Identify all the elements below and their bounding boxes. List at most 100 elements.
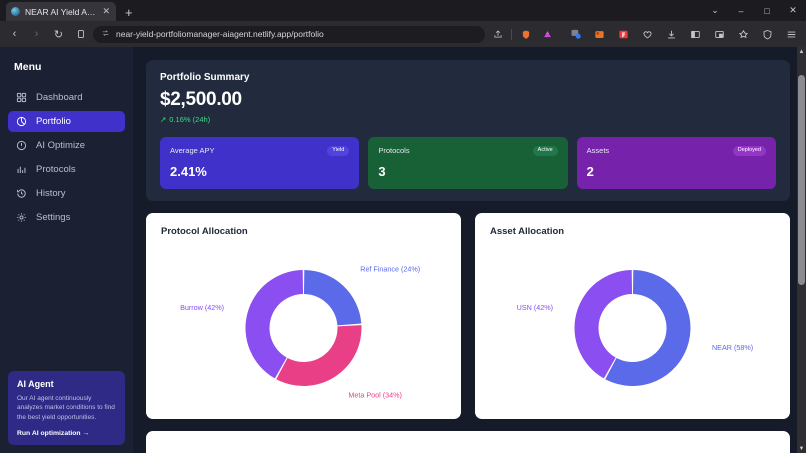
ai-agent-description: Our AI agent continuously analyzes marke… xyxy=(17,394,115,421)
donut-slice-label: NEAR (58%) xyxy=(712,342,753,351)
sidebar-item-label: Portfolio xyxy=(36,115,71,127)
minimize-icon[interactable]: – xyxy=(738,5,744,16)
scroll-down-icon[interactable]: ▼ xyxy=(798,445,805,452)
maximize-icon[interactable]: □ xyxy=(764,5,770,16)
portfolio-summary-card: Portfolio Summary $2,500.00 ↗ 0.16% (24h… xyxy=(146,60,790,201)
new-tab-button[interactable]: + xyxy=(125,5,133,20)
reading-list-icon[interactable] xyxy=(72,26,89,43)
stat-cards: Average APY Yield 2.41% Protocols Active… xyxy=(160,137,776,189)
status-badge: Deployed xyxy=(732,146,766,156)
extension-toolbar xyxy=(567,26,800,43)
chart-title: Protocol Allocation xyxy=(161,225,248,237)
donut-slice[interactable] xyxy=(276,324,362,386)
sidebar-item-portfolio[interactable]: Portfolio xyxy=(8,111,125,132)
trend-up-icon: ↗ xyxy=(160,115,167,124)
protocol-allocation-chart: Ref Finance (24%) Meta Pool (34%) Burrow (… xyxy=(152,243,455,413)
main-content: Portfolio Summary $2,500.00 ↗ 0.16% (24h… xyxy=(133,47,806,453)
charts-row: Protocol Allocation Ref Finance (24%) Met… xyxy=(146,212,790,419)
brave-rewards-icon[interactable] xyxy=(639,26,656,43)
menu-icon[interactable] xyxy=(783,26,800,43)
url-input[interactable]: near-yield-portfoliomanager-aiagent.netl… xyxy=(93,25,485,43)
asset-allocation-card: Asset Allocation NEAR (58%) USN (42%) xyxy=(475,212,790,419)
run-ai-optimization-link[interactable]: Run AI optimization → xyxy=(17,430,90,437)
ai-agent-card: AI Agent Our AI agent continuously analy… xyxy=(8,370,125,445)
donut-slice[interactable] xyxy=(303,269,362,325)
leo-ai-icon[interactable] xyxy=(615,26,632,43)
page-scrollbar[interactable]: ▲ ▼ xyxy=(797,47,806,453)
stat-value: 3 xyxy=(378,163,386,179)
sidebar-nav: Dashboard Portfolio xyxy=(0,87,133,228)
close-icon[interactable]: ✕ xyxy=(102,6,110,16)
sidebar-item-history[interactable]: History xyxy=(8,183,125,204)
divider xyxy=(511,28,512,40)
browser-tab[interactable]: NEAR AI Yield Agent ✕ xyxy=(6,2,116,21)
stat-label: Assets xyxy=(586,146,610,156)
tab-groups-icon[interactable] xyxy=(567,26,584,43)
status-badge: Active xyxy=(532,146,558,156)
page-title: Portfolio Summary xyxy=(160,72,250,83)
donut-slice[interactable] xyxy=(574,269,633,378)
stat-card-protocols: Protocols Active 3 xyxy=(368,137,568,189)
status-badge: Yield xyxy=(327,146,350,156)
sidebar-item-label: AI Optimize xyxy=(36,139,86,151)
stat-header: Assets Deployed xyxy=(587,146,766,156)
sidebar-item-label: History xyxy=(36,187,66,199)
scrollbar-thumb[interactable] xyxy=(798,75,805,285)
sidebar-item-protocols[interactable]: Protocols xyxy=(8,159,125,180)
shield-icon[interactable] xyxy=(759,26,776,43)
protocol-allocation-card: Protocol Allocation Ref Finance (24%) Met… xyxy=(146,212,461,419)
grid-icon xyxy=(16,92,27,103)
stat-card-average-apy: Average APY Yield 2.41% xyxy=(160,137,360,189)
brave-leo-icon[interactable] xyxy=(539,26,556,43)
asset-allocation-chart: NEAR (58%) USN (42%) xyxy=(481,243,784,413)
page-viewport: Menu Dashboard xyxy=(0,47,806,453)
stat-card-assets: Assets Deployed 2 xyxy=(576,137,776,189)
donut-slice[interactable] xyxy=(245,269,304,378)
reload-icon[interactable]: ↻ xyxy=(53,28,64,41)
chart-title: Asset Allocation xyxy=(490,225,565,237)
pie-chart-icon xyxy=(16,116,27,127)
sidebar-item-ai-optimize[interactable]: AI Optimize xyxy=(8,135,125,156)
sidebar-item-settings[interactable]: Settings xyxy=(8,207,125,228)
url-action-icons xyxy=(489,26,556,43)
share-icon[interactable] xyxy=(489,26,506,43)
stat-label: Protocols xyxy=(378,146,410,156)
stat-header: Protocols Active xyxy=(378,146,558,156)
gear-icon xyxy=(16,212,27,223)
ai-agent-title: AI Agent xyxy=(17,378,54,389)
picture-in-picture-icon[interactable] xyxy=(711,26,728,43)
sidebar-item-dashboard[interactable]: Dashboard xyxy=(8,87,125,108)
url-text: near-yield-portfoliomanager-aiagent.netl… xyxy=(116,29,324,39)
scroll-up-icon[interactable]: ▲ xyxy=(798,48,805,55)
downloads-icon[interactable] xyxy=(663,26,680,43)
sidebar-item-label: Dashboard xyxy=(36,91,83,103)
next-section-card xyxy=(146,430,790,453)
sidebar-icon[interactable] xyxy=(687,26,704,43)
url-bar-container: near-yield-portfoliomanager-aiagent.netl… xyxy=(72,25,556,43)
stat-header: Average APY Yield xyxy=(170,146,350,156)
portfolio-total-value: $2,500.00 xyxy=(160,89,242,110)
sidebar-item-label: Protocols xyxy=(36,163,76,175)
tab-strip: NEAR AI Yield Agent ✕ + ⌄ – □ ✕ xyxy=(0,0,806,21)
window-controls: ⌄ – □ ✕ xyxy=(702,0,806,21)
wallet-icon[interactable] xyxy=(591,26,608,43)
donut-slice[interactable] xyxy=(605,269,691,386)
tab-list-icon[interactable]: ⌄ xyxy=(711,5,719,15)
bar-chart-icon xyxy=(16,164,27,175)
portfolio-change-text: 0.16% (24h) xyxy=(169,115,211,124)
donut-slice-label: Ref Finance (24%) xyxy=(360,264,420,273)
brave-shields-icon[interactable] xyxy=(517,26,534,43)
brave-vpn-icon[interactable] xyxy=(735,26,752,43)
zap-circle-icon xyxy=(16,140,27,151)
back-icon[interactable]: ‹ xyxy=(12,28,17,40)
stat-value: 2 xyxy=(586,163,594,179)
sidebar-item-label: Settings xyxy=(36,211,71,223)
sidebar-title: Menu xyxy=(14,61,42,73)
donut-slice-label: USN (42%) xyxy=(517,303,553,312)
site-info-icon[interactable] xyxy=(101,29,110,40)
donut-slice-label: Burrow (42%) xyxy=(180,303,224,312)
forward-icon[interactable]: › xyxy=(34,28,39,40)
window-close-icon[interactable]: ✕ xyxy=(789,5,797,15)
portfolio-change: ↗ 0.16% (24h) xyxy=(160,115,776,124)
